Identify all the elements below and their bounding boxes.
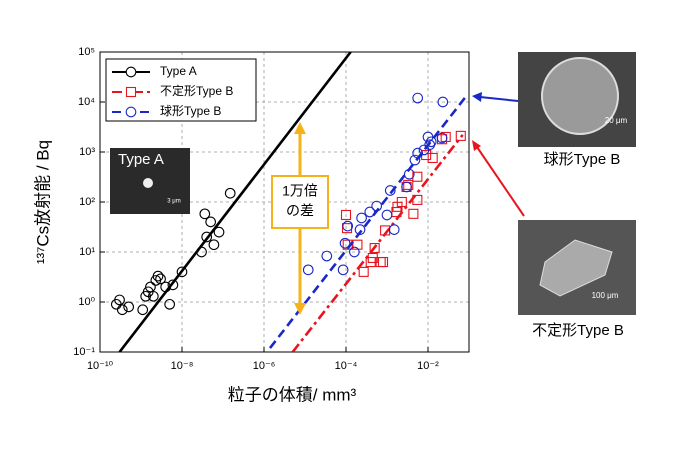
marker xyxy=(125,106,137,118)
data-point xyxy=(196,246,207,258)
legend-label: 球形Type B xyxy=(160,104,221,118)
x-axis-label: 粒子の体積/ mm³ xyxy=(228,385,357,404)
data-point xyxy=(224,187,236,199)
plot-frame xyxy=(99,51,470,353)
y-tick-label: 10³ xyxy=(79,146,95,158)
data-point xyxy=(412,147,424,159)
data-point xyxy=(160,281,172,293)
y-tick-label: 10⁴ xyxy=(78,96,95,108)
inset-scale: 3 μm xyxy=(167,199,180,205)
data-point xyxy=(137,304,149,316)
inset-caption: 不定形Type B xyxy=(532,322,624,339)
data-point xyxy=(371,200,383,212)
x-tick-label: 10⁻⁸ xyxy=(171,360,194,372)
data-point xyxy=(340,209,352,221)
data-point xyxy=(114,294,125,306)
y-tick-label: 10⁵ xyxy=(78,46,95,58)
data-point xyxy=(176,266,188,278)
sem-particle xyxy=(539,239,613,297)
x-tick-label: 10⁻² xyxy=(417,360,439,372)
marker xyxy=(125,66,137,78)
data-point xyxy=(302,264,314,276)
inset-caption: 球形Type B xyxy=(544,151,621,168)
data-point xyxy=(396,196,407,208)
data-point xyxy=(437,96,449,108)
data-point xyxy=(412,92,424,104)
data-point xyxy=(123,301,135,313)
x-tick-label: 10⁻¹⁰ xyxy=(87,360,114,372)
fit-line xyxy=(291,134,464,352)
data-point xyxy=(342,220,354,232)
pointer-head xyxy=(472,140,481,151)
y-axis-label: ¹³⁷Cs放射能 / Bq xyxy=(33,140,52,264)
data-point xyxy=(436,132,448,144)
data-point xyxy=(388,224,400,235)
sem-particle xyxy=(541,57,619,135)
x-tick-label: 10⁻⁴ xyxy=(335,360,358,372)
data-point xyxy=(384,185,396,196)
data-point xyxy=(403,168,415,180)
data-point xyxy=(352,239,363,250)
y-tick-label: 10⁰ xyxy=(78,296,95,308)
marker xyxy=(125,86,137,98)
data-point xyxy=(381,209,393,221)
data-point xyxy=(152,270,164,282)
inset-scale: 100 μm xyxy=(592,291,619,300)
pointer-head xyxy=(472,92,482,102)
data-point xyxy=(339,237,351,249)
data-point xyxy=(427,152,438,164)
data-point xyxy=(356,212,367,224)
data-point xyxy=(155,273,166,285)
data-point xyxy=(342,239,353,250)
data-point xyxy=(147,290,159,302)
data-point xyxy=(321,250,333,262)
legend-label: 不定形Type B xyxy=(160,83,233,98)
data-point xyxy=(167,279,179,291)
data-point xyxy=(391,206,402,218)
data-point xyxy=(412,194,423,205)
data-point xyxy=(369,242,380,254)
pointer-arrow xyxy=(476,146,525,217)
data-point xyxy=(377,256,389,268)
legend-label: Type A xyxy=(160,64,197,78)
y-tick-label: 10² xyxy=(79,196,95,208)
sem-particle xyxy=(143,178,153,188)
data-point xyxy=(408,208,419,219)
inset-scale: 20 μm xyxy=(605,116,628,125)
data-point xyxy=(403,179,414,190)
data-point xyxy=(145,281,156,293)
x-tick-label: 10⁻⁶ xyxy=(253,360,276,372)
y-tick-label: 10¹ xyxy=(79,246,95,258)
data-point xyxy=(358,266,369,277)
pointer-arrow xyxy=(479,96,519,102)
data-point xyxy=(205,216,217,228)
arrow-head xyxy=(294,303,306,315)
data-point xyxy=(164,298,176,310)
annotation-box xyxy=(271,175,329,229)
data-point xyxy=(401,181,412,193)
annotation-text: の差 xyxy=(286,203,314,219)
data-point xyxy=(349,246,360,258)
data-point xyxy=(364,206,376,218)
data-point xyxy=(425,136,437,148)
annotation-text: 1万倍 xyxy=(282,183,318,199)
fit-line xyxy=(268,95,468,349)
data-point xyxy=(199,208,211,220)
data-point xyxy=(213,226,225,238)
data-point xyxy=(455,130,466,141)
data-point xyxy=(409,154,421,166)
data-point xyxy=(337,264,349,276)
data-point xyxy=(354,224,366,235)
data-point xyxy=(116,304,128,316)
fit-line xyxy=(118,52,352,352)
data-point xyxy=(208,239,220,251)
inset-label: Type A xyxy=(118,151,164,168)
arrow-head xyxy=(294,122,306,134)
data-point xyxy=(201,231,213,243)
y-tick-label: 10⁻¹ xyxy=(73,346,95,358)
